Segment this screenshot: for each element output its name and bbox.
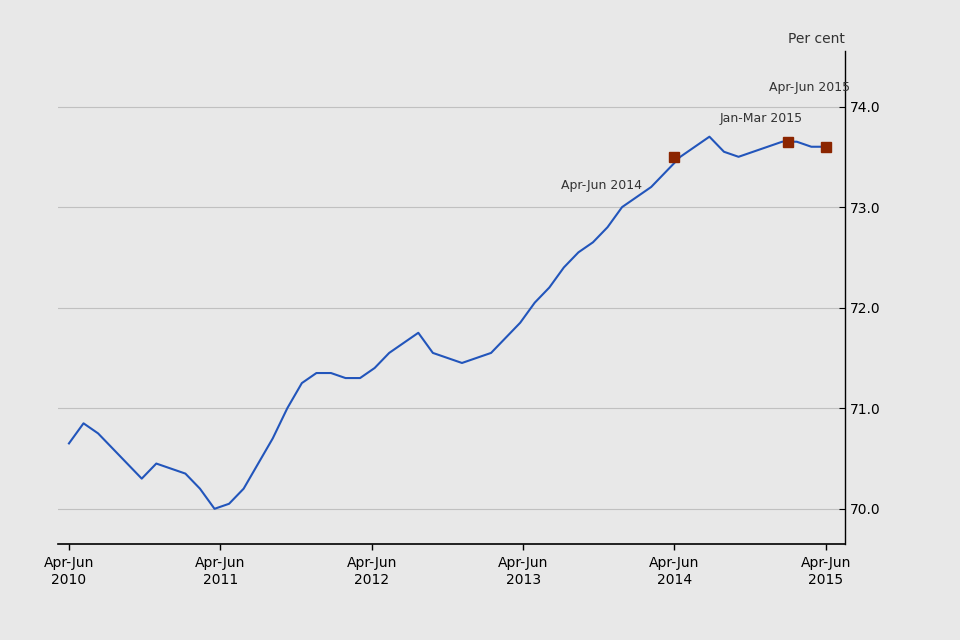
Text: Jan-Mar 2015: Jan-Mar 2015 <box>720 111 803 125</box>
Text: Apr-Jun 2015: Apr-Jun 2015 <box>769 81 851 95</box>
Text: Apr-Jun 2014: Apr-Jun 2014 <box>561 179 642 192</box>
Text: Per cent: Per cent <box>788 32 845 46</box>
